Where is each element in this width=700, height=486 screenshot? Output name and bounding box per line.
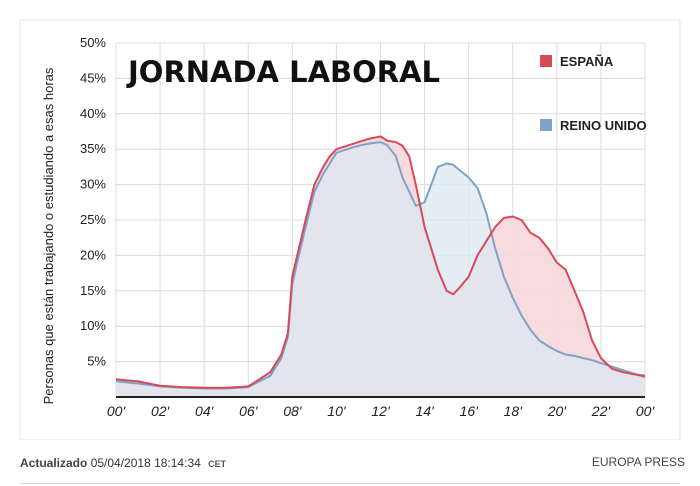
updated-timestamp: 05/04/2018 18:14:34 <box>90 456 201 470</box>
chart-svg: 5% 10% 15% 20% 25% 30% 35% 40% 45% 50% 00' 02' 04' 06… <box>19 19 681 440</box>
x-tick-label: 06' <box>239 403 259 419</box>
source-credit: EUROPA PRESS <box>591 455 685 469</box>
y-tick-label: 50% <box>80 35 106 50</box>
x-tick-label: 04' <box>195 403 215 419</box>
line-reino-unido <box>115 141 646 390</box>
x-tick-label: 18' <box>504 403 524 419</box>
y-tick-label: 25% <box>80 212 106 227</box>
footer-divider <box>20 483 680 484</box>
x-tick-label: 12' <box>371 403 391 419</box>
x-tick-label: 10' <box>327 403 347 419</box>
y-tick-label: 10% <box>80 318 106 333</box>
chart-areas <box>115 135 646 397</box>
area-reino-unido <box>116 142 645 397</box>
y-axis-label: Personas que están trabajando o estudian… <box>41 67 56 404</box>
timezone-label: CET <box>208 459 227 469</box>
y-tick-label: 45% <box>80 70 106 85</box>
y-tick-label: 30% <box>80 177 106 192</box>
chart: 5% 10% 15% 20% 25% 30% 35% 40% 45% 50% 00' 02' 04' 06… <box>19 19 681 440</box>
x-tick-label: 08' <box>283 403 303 419</box>
y-tick-label: 35% <box>80 141 106 156</box>
chart-title: JORNADA LABORAL <box>126 55 440 89</box>
y-tick-label: 20% <box>80 247 106 262</box>
x-tick-label: 00' <box>636 403 656 419</box>
x-tick-label: 20' <box>547 403 568 419</box>
y-tick-label: 40% <box>80 106 106 121</box>
x-tick-label: 14' <box>415 403 435 419</box>
x-tick-label: 02' <box>151 403 171 419</box>
y-tick-label: 15% <box>80 283 106 298</box>
x-tick-label: 22' <box>591 403 612 419</box>
legend-label: ESPAÑA <box>560 54 614 69</box>
legend-swatch <box>540 55 552 67</box>
updated-label: Actualizado <box>20 456 88 470</box>
footer: Actualizado 05/04/2018 18:14:34 CET EURO… <box>0 440 700 486</box>
x-tick-label: 16' <box>460 403 480 419</box>
x-tick-label: 00' <box>107 403 127 419</box>
update-info: Actualizado 05/04/2018 18:14:34 CET <box>20 456 226 470</box>
line-espana <box>115 135 646 389</box>
legend-swatch <box>540 119 552 131</box>
y-tick-label: 5% <box>87 354 106 369</box>
legend-label: REINO UNIDO <box>560 118 647 133</box>
